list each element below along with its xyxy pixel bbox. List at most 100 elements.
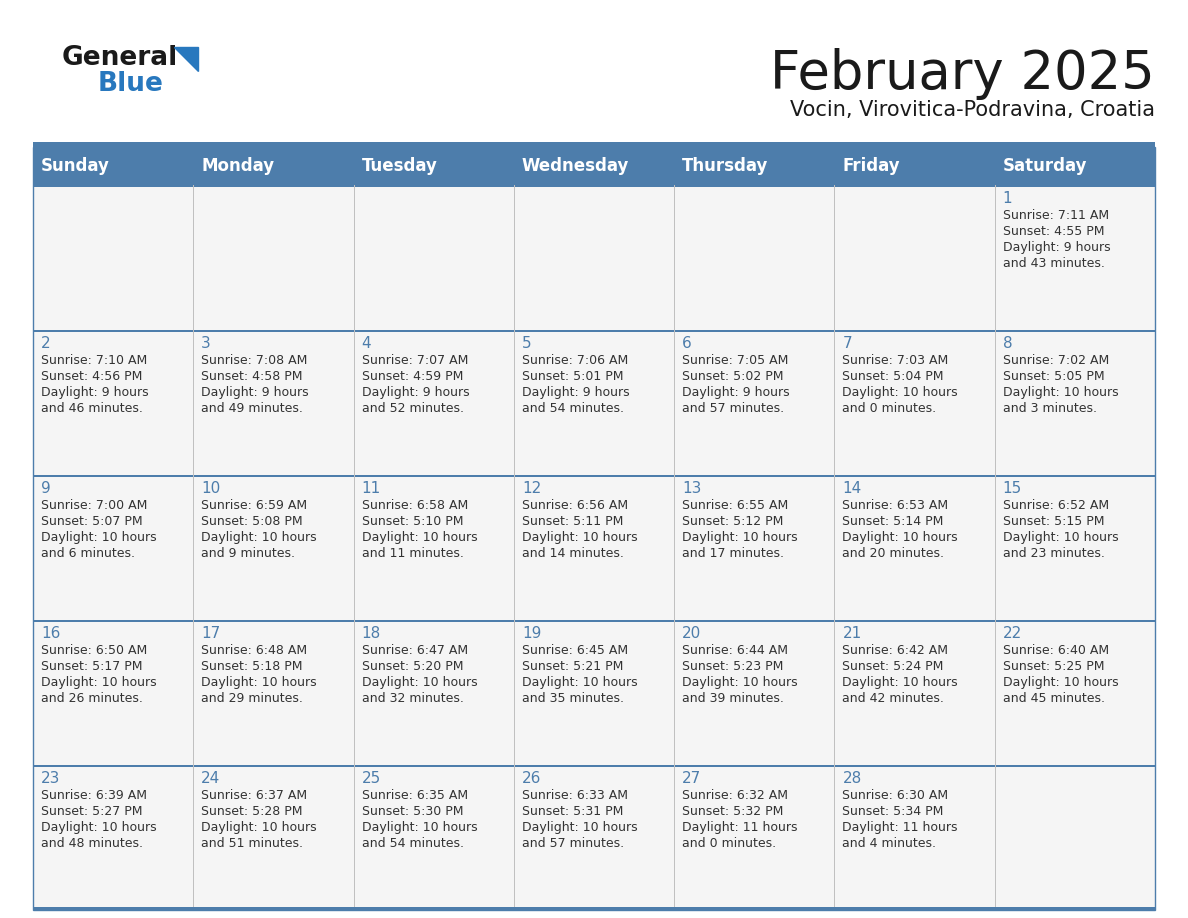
Text: 1: 1	[1003, 191, 1012, 206]
Text: Sunset: 5:17 PM: Sunset: 5:17 PM	[42, 660, 143, 673]
Text: Daylight: 10 hours: Daylight: 10 hours	[842, 676, 958, 689]
Text: Daylight: 10 hours: Daylight: 10 hours	[201, 821, 317, 834]
Text: Sunrise: 6:30 AM: Sunrise: 6:30 AM	[842, 789, 948, 802]
Text: Sunday: Sunday	[42, 157, 109, 175]
Bar	[33, 147, 1155, 185]
Text: February 2025: February 2025	[770, 48, 1155, 100]
Text: Sunrise: 6:35 AM: Sunrise: 6:35 AM	[361, 789, 468, 802]
Text: Daylight: 10 hours: Daylight: 10 hours	[361, 531, 478, 544]
Text: 2: 2	[42, 336, 51, 351]
Text: 26: 26	[522, 771, 542, 786]
Text: and 29 minutes.: and 29 minutes.	[201, 692, 303, 705]
Text: 4: 4	[361, 336, 371, 351]
Text: Sunset: 5:28 PM: Sunset: 5:28 PM	[201, 805, 303, 818]
Text: Sunrise: 6:39 AM: Sunrise: 6:39 AM	[42, 789, 147, 802]
Text: Daylight: 10 hours: Daylight: 10 hours	[682, 676, 798, 689]
Text: Daylight: 10 hours: Daylight: 10 hours	[42, 531, 157, 544]
Text: Friday: Friday	[842, 157, 901, 175]
Text: Sunset: 5:15 PM: Sunset: 5:15 PM	[1003, 515, 1104, 528]
Text: 12: 12	[522, 481, 541, 496]
Text: Tuesday: Tuesday	[361, 157, 437, 175]
Text: Daylight: 9 hours: Daylight: 9 hours	[522, 386, 630, 399]
Text: 18: 18	[361, 626, 381, 641]
Text: Daylight: 10 hours: Daylight: 10 hours	[361, 821, 478, 834]
Text: Sunrise: 6:53 AM: Sunrise: 6:53 AM	[842, 499, 948, 512]
Text: Sunset: 5:30 PM: Sunset: 5:30 PM	[361, 805, 463, 818]
Bar	[33, 330, 1155, 331]
Text: Sunset: 5:14 PM: Sunset: 5:14 PM	[842, 515, 943, 528]
Text: Daylight: 9 hours: Daylight: 9 hours	[682, 386, 790, 399]
Text: Daylight: 10 hours: Daylight: 10 hours	[42, 821, 157, 834]
Text: and 6 minutes.: and 6 minutes.	[42, 547, 135, 560]
Text: Sunrise: 6:44 AM: Sunrise: 6:44 AM	[682, 644, 788, 657]
Text: and 39 minutes.: and 39 minutes.	[682, 692, 784, 705]
Text: Sunset: 5:05 PM: Sunset: 5:05 PM	[1003, 370, 1105, 383]
Text: and 51 minutes.: and 51 minutes.	[201, 837, 303, 850]
Text: Sunset: 5:18 PM: Sunset: 5:18 PM	[201, 660, 303, 673]
Text: 23: 23	[42, 771, 61, 786]
Text: 3: 3	[201, 336, 211, 351]
Text: and 0 minutes.: and 0 minutes.	[842, 402, 936, 415]
Text: Sunset: 5:10 PM: Sunset: 5:10 PM	[361, 515, 463, 528]
Text: Sunrise: 7:06 AM: Sunrise: 7:06 AM	[522, 354, 628, 367]
Text: Sunset: 5:34 PM: Sunset: 5:34 PM	[842, 805, 943, 818]
Text: Sunset: 4:55 PM: Sunset: 4:55 PM	[1003, 225, 1104, 238]
Text: Daylight: 10 hours: Daylight: 10 hours	[522, 531, 638, 544]
Text: Sunrise: 7:07 AM: Sunrise: 7:07 AM	[361, 354, 468, 367]
Text: Saturday: Saturday	[1003, 157, 1087, 175]
Text: Daylight: 10 hours: Daylight: 10 hours	[42, 676, 157, 689]
Text: and 20 minutes.: and 20 minutes.	[842, 547, 944, 560]
Text: 19: 19	[522, 626, 542, 641]
Text: and 43 minutes.: and 43 minutes.	[1003, 257, 1105, 270]
Text: Sunset: 5:04 PM: Sunset: 5:04 PM	[842, 370, 944, 383]
Text: 25: 25	[361, 771, 381, 786]
Text: Daylight: 9 hours: Daylight: 9 hours	[42, 386, 148, 399]
Text: and 45 minutes.: and 45 minutes.	[1003, 692, 1105, 705]
Text: Sunrise: 6:55 AM: Sunrise: 6:55 AM	[682, 499, 789, 512]
Text: and 54 minutes.: and 54 minutes.	[522, 402, 624, 415]
Text: and 3 minutes.: and 3 minutes.	[1003, 402, 1097, 415]
Text: Daylight: 11 hours: Daylight: 11 hours	[842, 821, 958, 834]
Text: Sunset: 5:07 PM: Sunset: 5:07 PM	[42, 515, 143, 528]
Text: Sunrise: 6:48 AM: Sunrise: 6:48 AM	[201, 644, 308, 657]
Text: Daylight: 10 hours: Daylight: 10 hours	[201, 676, 317, 689]
Bar	[33, 765, 1155, 910]
Text: Daylight: 9 hours: Daylight: 9 hours	[361, 386, 469, 399]
Text: and 23 minutes.: and 23 minutes.	[1003, 547, 1105, 560]
Text: 15: 15	[1003, 481, 1022, 496]
Text: Sunset: 5:02 PM: Sunset: 5:02 PM	[682, 370, 784, 383]
Text: Sunset: 5:08 PM: Sunset: 5:08 PM	[201, 515, 303, 528]
Text: Sunrise: 7:03 AM: Sunrise: 7:03 AM	[842, 354, 949, 367]
Text: Sunrise: 6:45 AM: Sunrise: 6:45 AM	[522, 644, 628, 657]
Text: Daylight: 10 hours: Daylight: 10 hours	[842, 386, 958, 399]
Text: Sunset: 5:23 PM: Sunset: 5:23 PM	[682, 660, 784, 673]
Text: Daylight: 10 hours: Daylight: 10 hours	[842, 531, 958, 544]
Bar	[33, 620, 1155, 765]
Text: Daylight: 10 hours: Daylight: 10 hours	[1003, 676, 1118, 689]
Text: Daylight: 10 hours: Daylight: 10 hours	[1003, 386, 1118, 399]
Text: Sunset: 5:31 PM: Sunset: 5:31 PM	[522, 805, 624, 818]
Text: Sunrise: 7:02 AM: Sunrise: 7:02 AM	[1003, 354, 1108, 367]
Text: Monday: Monday	[201, 157, 274, 175]
Bar	[33, 907, 1155, 910]
Text: Sunrise: 6:50 AM: Sunrise: 6:50 AM	[42, 644, 147, 657]
Text: 21: 21	[842, 626, 861, 641]
Text: Sunset: 5:27 PM: Sunset: 5:27 PM	[42, 805, 143, 818]
Text: Sunset: 4:56 PM: Sunset: 4:56 PM	[42, 370, 143, 383]
Text: and 4 minutes.: and 4 minutes.	[842, 837, 936, 850]
Polygon shape	[173, 47, 198, 71]
Text: Sunset: 5:25 PM: Sunset: 5:25 PM	[1003, 660, 1104, 673]
Text: Sunrise: 6:33 AM: Sunrise: 6:33 AM	[522, 789, 627, 802]
Text: 8: 8	[1003, 336, 1012, 351]
Text: and 11 minutes.: and 11 minutes.	[361, 547, 463, 560]
Text: and 57 minutes.: and 57 minutes.	[522, 837, 624, 850]
Text: Sunrise: 7:05 AM: Sunrise: 7:05 AM	[682, 354, 789, 367]
Text: and 54 minutes.: and 54 minutes.	[361, 837, 463, 850]
Text: Sunset: 4:58 PM: Sunset: 4:58 PM	[201, 370, 303, 383]
Text: 10: 10	[201, 481, 221, 496]
Text: and 35 minutes.: and 35 minutes.	[522, 692, 624, 705]
Text: Daylight: 9 hours: Daylight: 9 hours	[201, 386, 309, 399]
Text: 14: 14	[842, 481, 861, 496]
Text: 11: 11	[361, 481, 381, 496]
Bar	[33, 147, 1155, 910]
